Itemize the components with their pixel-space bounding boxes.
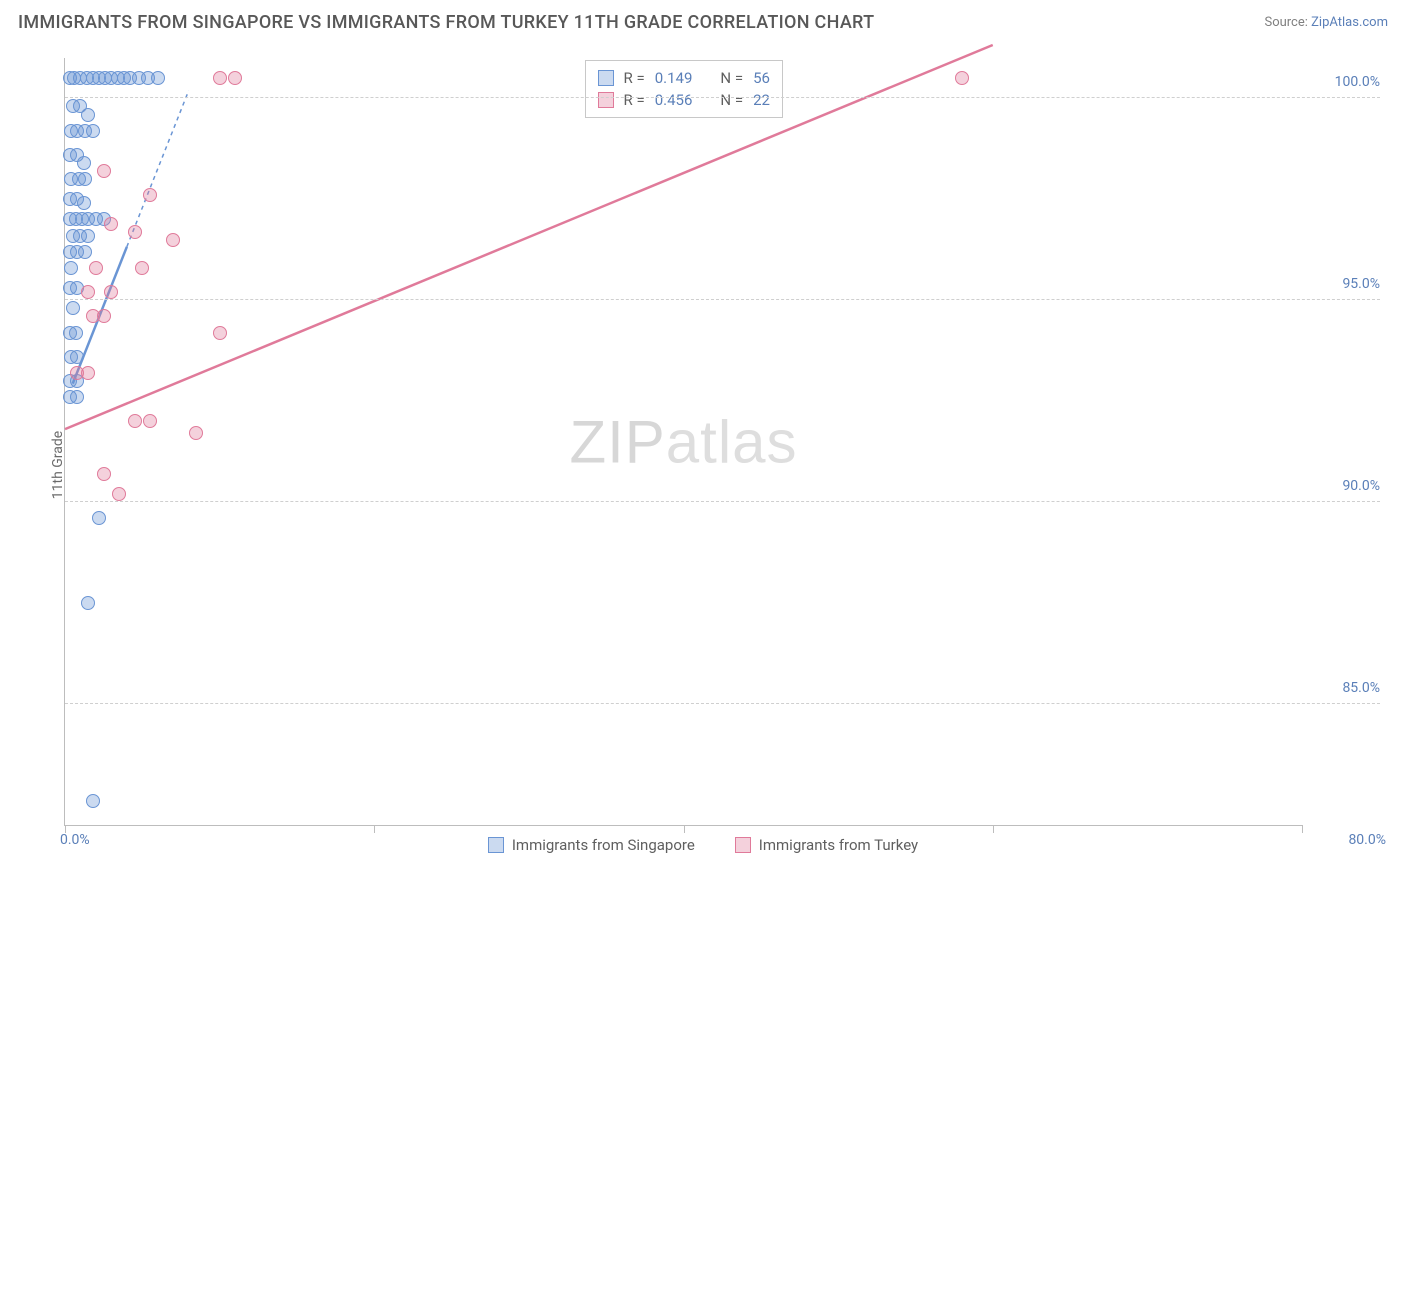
source-link[interactable]: ZipAtlas.com — [1311, 15, 1388, 30]
gridline — [65, 501, 1380, 502]
scatter-point — [81, 229, 95, 243]
scatter-point — [112, 487, 126, 501]
legend-item: Immigrants from Turkey — [735, 836, 918, 854]
scatter-point — [86, 124, 100, 138]
watermark: ZIPatlas — [569, 407, 797, 476]
scatter-point — [81, 108, 95, 122]
y-tick-label: 85.0% — [1308, 680, 1380, 696]
x-tick — [1302, 825, 1303, 833]
series-legend: Immigrants from Singapore Immigrants from… — [18, 836, 1388, 854]
chart-header: IMMIGRANTS FROM SINGAPORE VS IMMIGRANTS … — [0, 0, 1406, 41]
correlation-row: R = 0.149 N = 56 — [598, 67, 770, 89]
r-label: R = — [624, 69, 645, 87]
chart-container: 11th Grade ZIPatlas R =0.149N =56R =0.45… — [18, 48, 1388, 882]
n-value: 56 — [753, 69, 770, 87]
legend-swatch — [598, 70, 614, 86]
scatter-point — [69, 326, 83, 340]
watermark-light: atlas — [666, 408, 798, 475]
scatter-point — [81, 596, 95, 610]
scatter-point — [151, 71, 165, 85]
scatter-point — [86, 794, 100, 808]
n-label: N = — [720, 69, 743, 87]
n-label: N = — [720, 91, 743, 109]
y-tick-label: 100.0% — [1308, 74, 1380, 90]
trend-lines — [65, 58, 1302, 1295]
gridline — [65, 97, 1380, 98]
scatter-point — [81, 366, 95, 380]
scatter-point — [135, 261, 149, 275]
legend-swatch — [735, 837, 751, 853]
scatter-point — [143, 188, 157, 202]
legend-label: Immigrants from Turkey — [759, 836, 918, 854]
plot-area: ZIPatlas R =0.149N =56R =0.456N =22 85.0… — [64, 58, 1302, 826]
legend-swatch — [598, 92, 614, 108]
y-tick-label: 90.0% — [1308, 478, 1380, 494]
source-prefix: Source: — [1264, 15, 1311, 30]
scatter-point — [166, 233, 180, 247]
legend-swatch — [488, 837, 504, 853]
r-value: 0.149 — [655, 69, 693, 87]
scatter-point — [97, 164, 111, 178]
correlation-legend: R = 0.149 N = 56 R = 0.456 N = 22 — [585, 60, 783, 118]
r-value: 0.456 — [655, 91, 693, 109]
scatter-point — [70, 390, 84, 404]
watermark-bold: ZIP — [569, 408, 665, 475]
scatter-point — [104, 217, 118, 231]
legend-label: Immigrants from Singapore — [512, 836, 695, 854]
scatter-point — [128, 225, 142, 239]
scatter-point — [213, 71, 227, 85]
y-tick-label: 95.0% — [1308, 276, 1380, 292]
scatter-point — [189, 426, 203, 440]
scatter-point — [78, 245, 92, 259]
scatter-point — [66, 301, 80, 315]
gridline — [65, 703, 1380, 704]
scatter-point — [143, 414, 157, 428]
scatter-point — [213, 326, 227, 340]
scatter-point — [78, 172, 92, 186]
scatter-point — [81, 285, 95, 299]
legend-item: Immigrants from Singapore — [488, 836, 695, 854]
scatter-point — [64, 261, 78, 275]
scatter-point — [77, 156, 91, 170]
scatter-point — [97, 309, 111, 323]
r-label: R = — [624, 91, 645, 109]
gridline — [65, 299, 1380, 300]
source-attribution: Source: ZipAtlas.com — [1264, 15, 1388, 30]
scatter-point — [77, 196, 91, 210]
correlation-row: R = 0.456 N = 22 — [598, 89, 770, 111]
scatter-point — [955, 71, 969, 85]
n-value: 22 — [753, 91, 770, 109]
scatter-point — [92, 511, 106, 525]
scatter-point — [89, 261, 103, 275]
scatter-point — [97, 467, 111, 481]
chart-title: IMMIGRANTS FROM SINGAPORE VS IMMIGRANTS … — [18, 12, 874, 33]
scatter-point — [228, 71, 242, 85]
scatter-point — [70, 350, 84, 364]
scatter-point — [128, 414, 142, 428]
scatter-point — [104, 285, 118, 299]
